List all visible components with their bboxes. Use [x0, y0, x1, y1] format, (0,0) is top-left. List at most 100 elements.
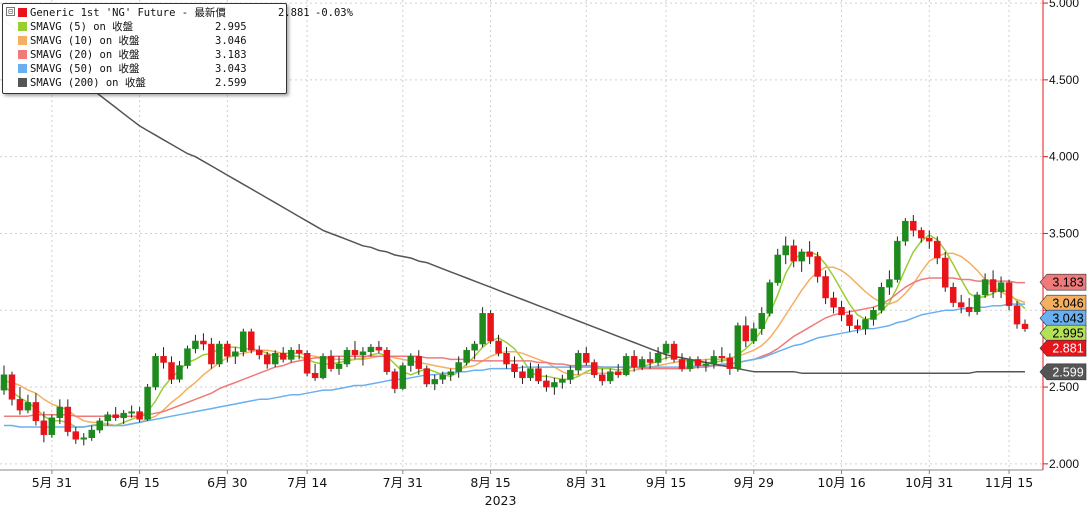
- legend-label: SMAVG (5) on 收盤: [30, 21, 134, 33]
- candle-body: [622, 356, 630, 376]
- candle-body: [678, 359, 686, 369]
- legend-row-sma200[interactable]: SMAVG (200) on 收盤 2.599: [18, 76, 247, 90]
- candle-body: [248, 331, 255, 351]
- candle-up: [862, 316, 869, 335]
- candle-body: [415, 356, 423, 369]
- candle-body: [319, 356, 327, 379]
- candle-up: [774, 248, 781, 286]
- candle-down: [200, 333, 207, 351]
- x-tick-label: 9月 15: [646, 475, 686, 490]
- legend[interactable]: ⊟ Generic 1st 'NG' Future - 最新價 2.881 -0…: [2, 3, 353, 94]
- candle-up: [686, 356, 694, 372]
- candle-up: [575, 350, 582, 375]
- candle-body: [886, 279, 893, 288]
- candle-down: [375, 340, 383, 354]
- candle-body: [200, 340, 207, 345]
- legend-swatch: [18, 64, 27, 73]
- candle-body: [0, 374, 8, 391]
- legend-value: 2.881: [278, 7, 310, 19]
- candle-up: [702, 359, 710, 372]
- candle-down: [391, 368, 399, 394]
- candle-up: [439, 371, 446, 384]
- candle-body: [72, 431, 80, 440]
- series-line: [4, 277, 1025, 417]
- candle-up: [96, 417, 103, 434]
- candle-up: [559, 374, 566, 389]
- candle-body: [630, 356, 638, 368]
- last-value-tag-label: 3.043: [1052, 312, 1083, 326]
- candle-up: [144, 383, 151, 421]
- candle-down: [295, 344, 303, 360]
- legend-row-price[interactable]: Generic 1st 'NG' Future - 最新價 2.881 -0.0…: [18, 6, 353, 20]
- candle-down: [415, 350, 423, 375]
- candle-down: [535, 364, 542, 384]
- candle-body: [606, 371, 614, 382]
- candle-body: [790, 245, 797, 262]
- candle-up: [973, 291, 981, 315]
- legend-row-sma50[interactable]: SMAVG (50) on 收盤 3.043: [18, 62, 247, 76]
- last-value-tag-label: 2.599: [1052, 365, 1083, 379]
- candle-body: [973, 294, 981, 313]
- last-value-tag-label: 2.881: [1052, 342, 1083, 356]
- x-tick-label: 10月 31: [905, 475, 953, 490]
- candle-down: [941, 251, 949, 292]
- candle-up: [271, 350, 279, 368]
- candle-up: [335, 356, 343, 375]
- candle-down: [957, 294, 965, 314]
- candle-up: [232, 347, 239, 365]
- candle-down: [8, 371, 16, 406]
- candle-down: [503, 347, 510, 369]
- legend-collapse-toggle[interactable]: ⊟: [6, 7, 15, 16]
- candle-down: [423, 365, 431, 388]
- candle-body: [88, 429, 95, 438]
- legend-label: SMAVG (50) on 收盤: [30, 63, 140, 75]
- candle-down: [814, 251, 821, 283]
- candle-body: [359, 351, 367, 356]
- candle-up: [622, 353, 630, 377]
- candle-body: [64, 406, 72, 432]
- candle-down: [598, 368, 606, 386]
- candle-down: [790, 239, 797, 268]
- candle-down: [726, 353, 734, 375]
- candle-body: [8, 374, 16, 400]
- last-value-tag: 2.995: [1039, 324, 1087, 342]
- candle-down: [910, 215, 917, 237]
- legend-value: 2.599: [215, 77, 247, 89]
- candle-body: [120, 412, 127, 419]
- candle-down: [670, 340, 678, 363]
- candle-body: [957, 302, 965, 308]
- candle-body: [997, 282, 1005, 293]
- candle-down: [854, 319, 861, 334]
- legend-row-sma5[interactable]: SMAVG (5) on 收盤 2.995: [18, 20, 247, 34]
- candle-up: [886, 270, 893, 295]
- candle-body: [383, 349, 391, 372]
- candle-up: [120, 410, 127, 424]
- candle-up: [0, 365, 8, 395]
- candle-body: [112, 414, 119, 419]
- legend-row-sma20[interactable]: SMAVG (20) on 收盤 3.183: [18, 48, 247, 62]
- candle-body: [902, 220, 909, 242]
- legend-row-sma10[interactable]: SMAVG (10) on 收盤 3.046: [18, 34, 247, 48]
- candle-down: [830, 291, 837, 314]
- candle-body: [583, 353, 590, 363]
- candle-body: [495, 340, 502, 354]
- candle-down: [495, 334, 502, 357]
- candle-body: [391, 371, 399, 389]
- candle-body: [559, 379, 566, 383]
- candle-down: [16, 387, 24, 415]
- candle-body: [176, 365, 183, 380]
- candle-down: [311, 364, 319, 381]
- candle-body: [646, 359, 654, 363]
- candle-up: [902, 218, 909, 246]
- candle-down: [718, 347, 726, 363]
- candle-up: [710, 350, 718, 369]
- candle-down: [256, 345, 263, 360]
- candle-body: [224, 343, 231, 357]
- candle-body: [423, 368, 431, 385]
- candle-body: [575, 353, 582, 371]
- candle-up: [782, 236, 789, 265]
- candle-body: [750, 328, 758, 342]
